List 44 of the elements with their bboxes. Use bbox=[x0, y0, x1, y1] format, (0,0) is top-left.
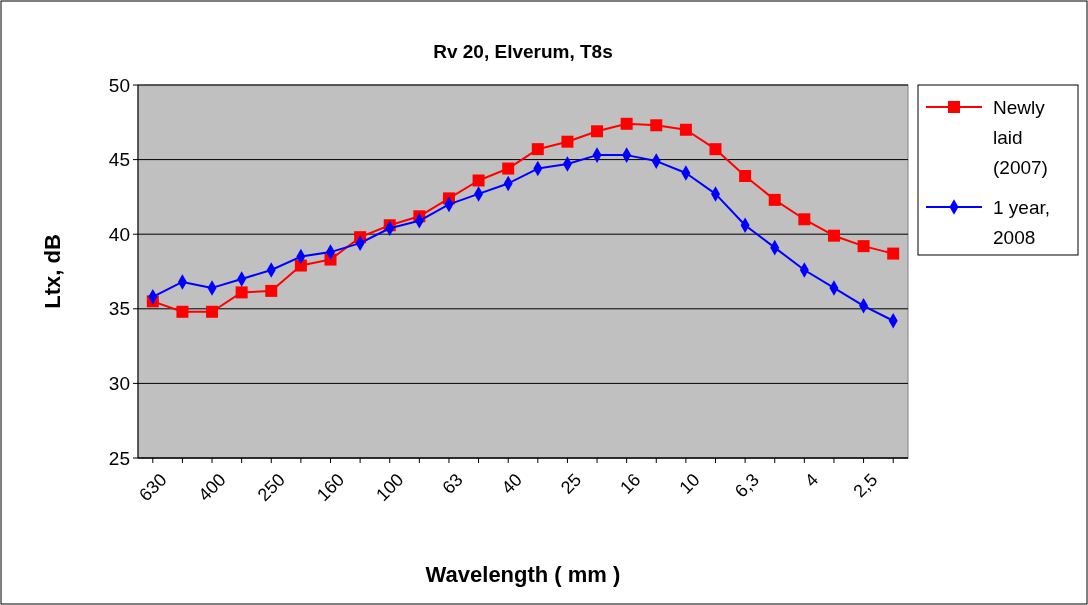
x-tick-label: 4 bbox=[800, 469, 823, 491]
y-tick-label: 35 bbox=[108, 298, 130, 320]
point bbox=[502, 162, 515, 175]
y-tick-label: 25 bbox=[108, 447, 130, 469]
x-tick-label: 16 bbox=[616, 469, 645, 498]
point bbox=[294, 259, 307, 272]
point bbox=[709, 143, 722, 156]
x-tick-label: 2,5 bbox=[849, 469, 882, 502]
x-tick-label: 40 bbox=[497, 469, 526, 498]
point bbox=[561, 135, 574, 148]
point bbox=[620, 117, 633, 130]
x-tick-label: 160 bbox=[312, 469, 349, 505]
y-tick-label: 45 bbox=[108, 149, 130, 171]
chart-title: Rv 20, Elverum, T8s bbox=[433, 41, 613, 62]
point bbox=[798, 213, 811, 226]
point bbox=[206, 305, 219, 318]
point bbox=[472, 174, 485, 187]
y-tick-label: 50 bbox=[108, 74, 130, 96]
x-tick-label: 25 bbox=[556, 469, 586, 498]
x-axis-title: Wavelength ( mm ) bbox=[425, 562, 621, 587]
legend-label: 1 year, 2008 bbox=[993, 196, 1051, 249]
x-tick-label: 250 bbox=[253, 469, 290, 505]
y-axis-title: Ltx, dB bbox=[40, 234, 65, 309]
x-tick-label: 100 bbox=[372, 469, 408, 505]
point bbox=[768, 193, 781, 206]
point bbox=[176, 305, 189, 318]
x-tick-label: 6,3 bbox=[731, 469, 763, 502]
point bbox=[591, 125, 604, 138]
point bbox=[531, 143, 544, 156]
y-tick-label: 40 bbox=[108, 223, 130, 245]
point bbox=[827, 229, 840, 242]
point bbox=[650, 119, 663, 132]
point bbox=[235, 286, 248, 299]
y-tick-label: 30 bbox=[108, 373, 130, 395]
point bbox=[857, 240, 870, 253]
point bbox=[265, 284, 278, 297]
x-tick-label: 63 bbox=[438, 469, 467, 498]
legend-label: Newly laid (2007) bbox=[993, 96, 1048, 179]
x-tick-label: 10 bbox=[675, 469, 704, 498]
point bbox=[679, 123, 692, 136]
x-tick-label: 630 bbox=[135, 469, 171, 505]
point bbox=[739, 170, 752, 183]
point bbox=[887, 247, 900, 260]
x-tick-label: 400 bbox=[194, 469, 230, 505]
